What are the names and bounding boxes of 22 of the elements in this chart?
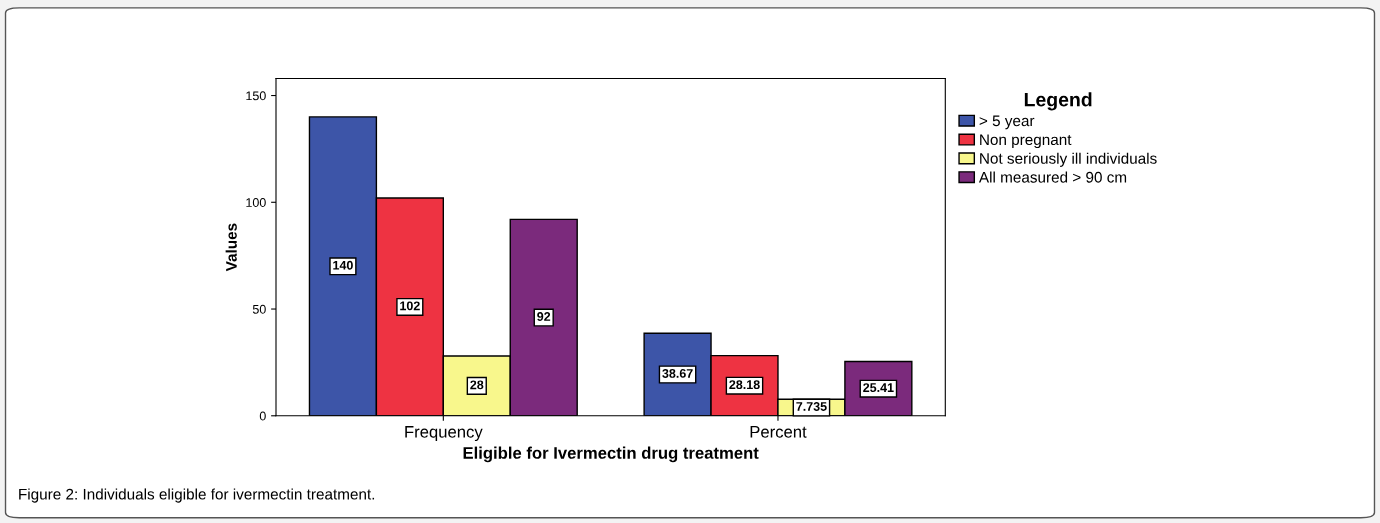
x-tick-label: Percent [750, 426, 807, 438]
x-tick-label: Frequency [405, 426, 483, 442]
data-label: 140 [333, 260, 353, 270]
data-label: 28 [470, 380, 484, 390]
data-label: 92 [537, 312, 551, 321]
data-label: 38.67 [662, 369, 693, 378]
data-label: 25.41 [863, 383, 894, 393]
caption: Figure 2: Individuals eligible for ivermectin treatment. [19, 488, 375, 503]
legend-label: Non pregnant [980, 134, 1072, 149]
y-axis-title: Values [225, 223, 237, 272]
data-label: 7.735 [796, 402, 827, 411]
y-tick-label: 50 [252, 304, 266, 314]
legend-label: All measured > 90 cm [978, 171, 1127, 183]
x-axis-title: Eligible for Ivermectin drug treatment [463, 446, 759, 463]
data-label: 102 [400, 301, 420, 311]
legend-label: Not seriously ill individuals [980, 152, 1157, 167]
legend-label: > 5 year [979, 115, 1035, 130]
y-tick-label: 150 [246, 91, 266, 101]
data-label: 28.18 [729, 380, 760, 390]
legend-title: Legend [1024, 92, 1092, 111]
y-tick-label: 100 [246, 198, 266, 207]
y-tick-label: 0 [259, 411, 266, 421]
